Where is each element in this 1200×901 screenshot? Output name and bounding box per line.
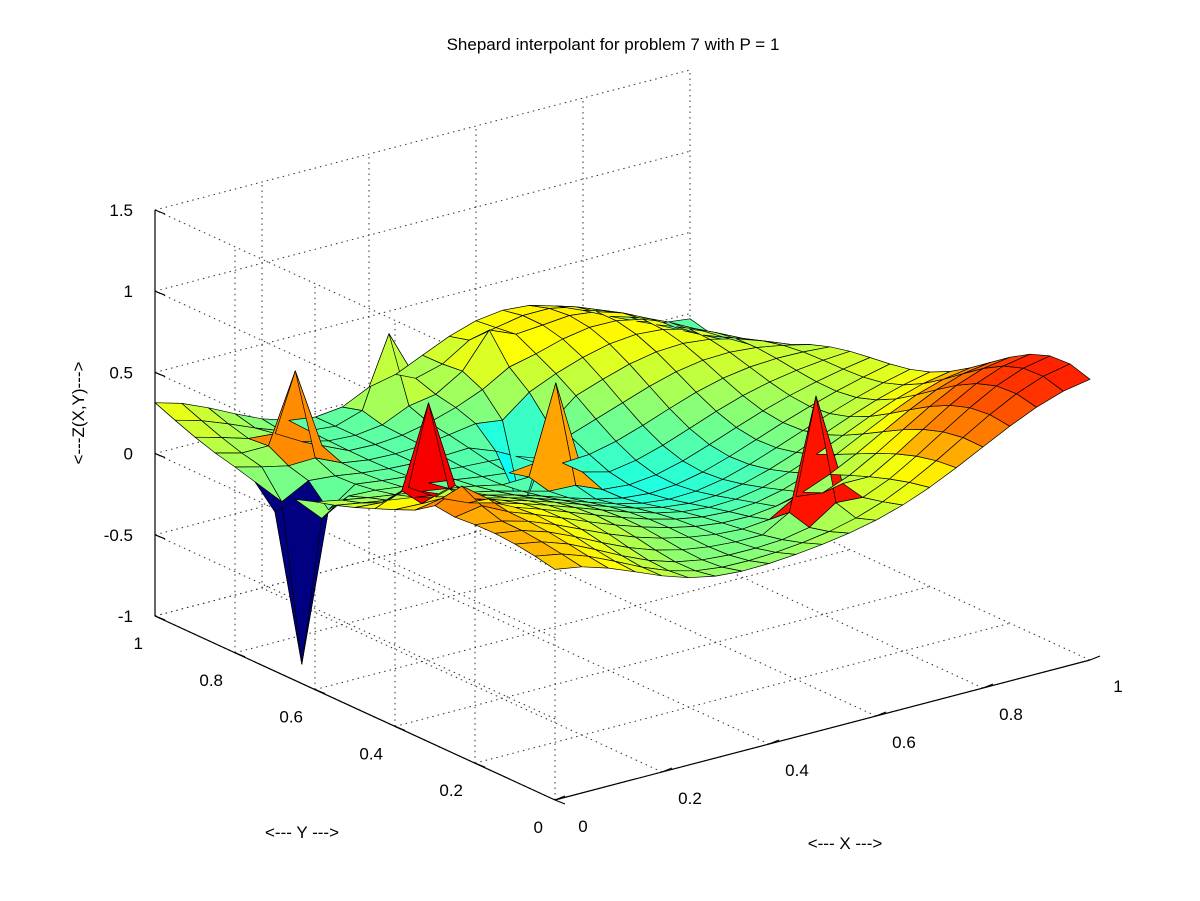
y-tick-label: 0.2 xyxy=(439,781,463,800)
floor-grid-x xyxy=(475,531,877,717)
sidewall-grid-z xyxy=(154,534,556,720)
tick-labels: 00.20.40.60.8100.20.40.60.81-1-0.500.511… xyxy=(104,201,1123,837)
z-tick-mark xyxy=(154,371,166,377)
surface-mesh xyxy=(154,305,1091,665)
x-tick-label: 0.6 xyxy=(892,733,916,752)
y-tick-mark xyxy=(314,689,326,695)
surface-facet xyxy=(1042,363,1091,392)
y-tick-label: 0.6 xyxy=(279,708,303,727)
z-tick-label: -0.5 xyxy=(104,526,133,545)
floor-grid-x xyxy=(261,587,663,773)
y-tick-mark xyxy=(554,799,566,805)
y-tick-label: 0 xyxy=(534,818,543,837)
x-tick-mark xyxy=(768,739,780,745)
x-tick-mark xyxy=(875,711,887,717)
z-tick-label: 0 xyxy=(124,445,133,464)
y-tick-label: 1 xyxy=(134,634,143,653)
y-tick-mark xyxy=(474,762,486,768)
z-tick-label: -1 xyxy=(118,607,133,626)
x-tick-mark xyxy=(554,795,566,801)
floor-grid-x xyxy=(689,475,1091,661)
floor-grid-y xyxy=(394,585,931,727)
z-tick-mark xyxy=(154,453,166,459)
y-tick-label: 0.8 xyxy=(199,671,223,690)
x-tick-label: 1 xyxy=(1113,677,1122,696)
floor-grid-y xyxy=(314,549,851,691)
x-tick-mark xyxy=(1089,655,1101,661)
chart-title: Shepard interpolant for problem 7 with P… xyxy=(447,35,780,54)
z-tick-label: 0.5 xyxy=(109,363,133,382)
y-axis-line xyxy=(154,615,556,801)
axis-layer xyxy=(154,209,1101,805)
z-tick-mark xyxy=(154,290,166,296)
x-tick-label: 0.4 xyxy=(785,761,809,780)
sidewall-grid-z xyxy=(154,209,556,395)
floor-grid-x xyxy=(582,503,984,689)
z-tick-mark xyxy=(154,534,166,540)
z-tick-label: 1.5 xyxy=(109,201,133,220)
floor-grid-y xyxy=(474,622,1011,764)
y-tick-mark xyxy=(394,725,406,731)
x-tick-label: 0.2 xyxy=(678,789,702,808)
y-tick-mark xyxy=(234,652,246,658)
x-tick-mark xyxy=(661,767,673,773)
x-axis-label: <--- X ---> xyxy=(808,834,883,853)
z-tick-mark xyxy=(154,615,166,621)
y-axis-label: <--- Y ---> xyxy=(265,823,339,842)
floor-grid-x xyxy=(368,559,770,745)
z-tick-mark xyxy=(154,209,166,215)
y-tick-label: 0.4 xyxy=(359,744,383,763)
sidewall-grid-z xyxy=(154,453,556,639)
backwall-grid-z xyxy=(154,69,691,211)
x-tick-label: 0 xyxy=(578,817,587,836)
x-tick-mark xyxy=(982,683,994,689)
z-tick-label: 1 xyxy=(124,282,133,301)
sidewall-grid-z xyxy=(154,290,556,476)
x-tick-label: 0.8 xyxy=(999,705,1023,724)
backwall-grid-z xyxy=(154,150,691,292)
x-axis-line xyxy=(554,659,1091,801)
z-axis-label: <---Z(X,Y)---> xyxy=(69,361,88,464)
